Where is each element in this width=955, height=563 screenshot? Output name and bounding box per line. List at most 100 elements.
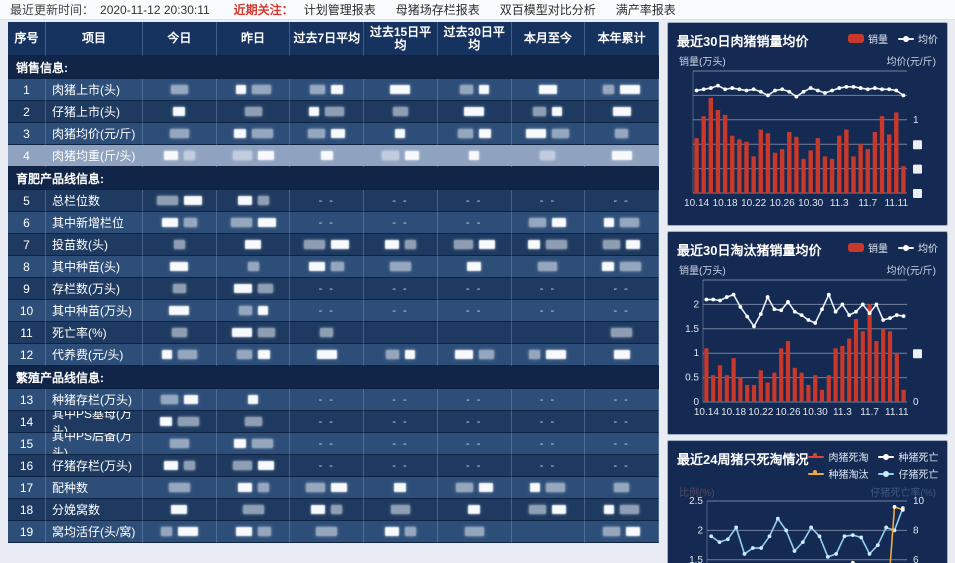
table-row[interactable]: 1 肉猪上市(头) — [8, 79, 659, 101]
chart2-plot[interactable]: 2 1.5 1 0.5 0 0 10.14 10.18 10.22 10.26 10.30 11.3 1… — [677, 275, 938, 430]
table-cell — [216, 455, 291, 477]
table-row[interactable]: 7 投苗数(头) — [8, 234, 659, 256]
table-cell — [437, 145, 512, 167]
table-cell — [585, 499, 659, 521]
redacted-value — [244, 417, 262, 426]
redacted-value — [309, 262, 326, 271]
redacted-value — [478, 483, 493, 492]
legend-piglet-death[interactable]: 仔猪死亡 — [878, 466, 938, 481]
pig-sales-price-chart-line-均价[interactable] — [694, 83, 906, 99]
weekly-death-cull-chart-line-种猪淘汰[interactable] — [709, 504, 905, 563]
redacted-value — [529, 350, 541, 359]
row-item-label: 仔猪上市(头) — [46, 101, 143, 123]
table-row[interactable]: 18 分娩窝数 — [8, 499, 659, 521]
table-cell — [364, 256, 438, 278]
chart2-legend: 销量 均价 — [848, 240, 938, 255]
table-cell — [143, 389, 217, 411]
table-cell — [216, 521, 291, 543]
table-row[interactable]: 12 代养费(元/头) — [8, 344, 659, 366]
redacted-value — [156, 196, 178, 205]
table-row[interactable]: 13 种猪存栏(万头) - - - - - - - - - - — [8, 389, 659, 411]
table-cell: - - — [290, 212, 365, 234]
weekly-death-cull-chart: 2.521.510.501086420 — [689, 496, 925, 563]
table-row[interactable]: 8 其中种苗(头) — [8, 256, 659, 278]
cull-pig-sales-price-chart-bars[interactable] — [704, 304, 906, 402]
link-plan-report[interactable]: 计划管理报表 — [303, 3, 376, 17]
redacted-value — [457, 129, 473, 138]
link-full-capacity-report[interactable]: 满产率报表 — [615, 3, 676, 17]
table-row[interactable]: 11 死亡率(%) — [8, 322, 659, 344]
legend-meat-pig-death-cull[interactable]: 肉猪死淘 — [808, 449, 868, 464]
table-cell: - - — [511, 278, 586, 300]
table-cell: - - — [437, 455, 512, 477]
row-item-label: 其中种苗(万头) — [46, 300, 143, 322]
svg-text:11.11: 11.11 — [885, 198, 909, 209]
redacted-value — [235, 85, 246, 94]
table-row[interactable]: 3 肉猪均价(元/斤) — [8, 123, 659, 145]
table-row[interactable]: 14 其中PS基母(万头) - - - - - - - - - - — [8, 411, 659, 433]
redacted-value — [611, 151, 632, 160]
table-cell — [511, 212, 586, 234]
link-sow-farm-inventory-report[interactable]: 母猪场存栏报表 — [395, 3, 480, 17]
redacted-value — [478, 85, 489, 94]
row-item-label: 存栏数(万头) — [46, 278, 143, 300]
legend-sales-volume[interactable]: 销量 — [848, 31, 888, 46]
legend-average-price[interactable]: 均价 — [898, 240, 938, 255]
svg-text:10.14: 10.14 — [684, 198, 709, 209]
table-row[interactable]: 16 仔猪存栏(万头) - - - - - - - - - - — [8, 455, 659, 477]
table-cell — [437, 499, 512, 521]
row-item-label: 肉猪均重(斤/头) — [46, 145, 143, 167]
legend-breeder-pig-cull[interactable]: 种猪淘汰 — [808, 466, 868, 481]
redacted-value — [384, 240, 399, 249]
cull-pig-sales-price-chart-line-均价[interactable] — [704, 292, 906, 329]
chart3-plot[interactable]: 2.521.510.501086420 — [677, 496, 938, 563]
link-double-hundred-model-comparison[interactable]: 双百模型对比分析 — [499, 3, 596, 17]
redacted-value — [404, 527, 416, 536]
weekly-death-cull-chart-line-仔猪死亡[interactable] — [709, 506, 905, 559]
redacted-value — [478, 240, 495, 249]
table-cell — [437, 521, 512, 543]
pig-sales-price-chart: 1 10.14 10.18 10.22 10.26 10.30 11.3 11.7 11.11 — [684, 70, 922, 209]
redacted-value — [331, 505, 343, 514]
table-cell — [437, 123, 512, 145]
redacted-value — [384, 527, 399, 536]
table-cell — [290, 322, 365, 344]
table-row[interactable]: 6 其中新增栏位 - - - - - - — [8, 212, 659, 234]
table-cell — [216, 344, 291, 366]
redacted-value — [529, 218, 547, 227]
chart3-legend: 肉猪死淘 种猪死亡 种猪淘汰 仔猪死亡 — [808, 449, 938, 481]
chart1-plot[interactable]: 1 10.14 10.18 10.22 10.26 10.30 11.3 11.7 11.11 — [677, 66, 938, 221]
section-header: 繁殖产品线信息: — [8, 366, 659, 389]
redacted-value — [177, 417, 199, 426]
table-row[interactable]: 10 其中种苗(万头) - - - - - - - - - - — [8, 300, 659, 322]
redacted-value — [236, 350, 252, 359]
table-row[interactable]: 2 仔猪上市(头) — [8, 101, 659, 123]
pig-sales-price-chart-bars[interactable] — [694, 97, 906, 193]
table-row[interactable]: 4 肉猪均重(斤/头) — [8, 145, 659, 167]
table-row[interactable]: 9 存栏数(万头) - - - - - - - - - - — [8, 278, 659, 300]
legend-breeder-pig-death[interactable]: 种猪死亡 — [878, 449, 938, 464]
row-number: 5 — [8, 190, 46, 212]
svg-text:11.11: 11.11 — [885, 407, 909, 418]
line-dot-icon — [898, 35, 914, 43]
table-cell — [216, 322, 291, 344]
table-row[interactable]: 19 窝均活仔(头/窝) — [8, 521, 659, 543]
redacted-value — [244, 107, 262, 116]
table-cell — [437, 79, 512, 101]
redacted-value — [529, 505, 547, 514]
legend-average-price[interactable]: 均价 — [898, 31, 938, 46]
table-row[interactable]: 15 其中PS后备(万头) - - - - - - - - - - — [8, 433, 659, 455]
no-data-value: - - — [539, 282, 557, 295]
redacted-value — [615, 129, 629, 138]
update-time-value: 2020-11-12 20:30:11 — [100, 2, 210, 17]
table-row[interactable]: 5 总栏位数 - - - - - - - - - - — [8, 190, 659, 212]
redacted-value — [257, 284, 273, 293]
redacted-value — [237, 483, 252, 492]
table-cell: - - — [437, 411, 512, 433]
redacted-value — [538, 262, 558, 271]
table-cell — [216, 234, 291, 256]
table-cell: - - — [364, 411, 438, 433]
table-row[interactable]: 17 配种数 — [8, 477, 659, 499]
redacted-value — [309, 107, 320, 116]
legend-sales-volume[interactable]: 销量 — [848, 240, 888, 255]
